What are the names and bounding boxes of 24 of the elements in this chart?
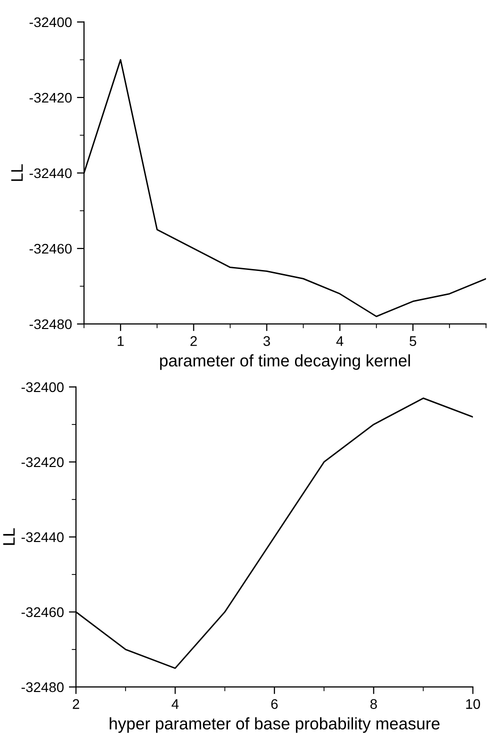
- y-axis-title: LL: [3, 528, 15, 545]
- x-tick-label: 8: [370, 699, 377, 709]
- x-tick-label: 1: [118, 336, 124, 346]
- x-axis-title: parameter of time decaying kernel: [160, 354, 410, 370]
- x-tick-label: 10: [466, 699, 480, 709]
- x-tick-label: 2: [190, 336, 197, 346]
- y-tick-label: -32460: [22, 607, 64, 618]
- x-tick-label: 4: [336, 336, 344, 346]
- x-tick-label: 4: [172, 699, 179, 709]
- x-tick-label: 6: [271, 699, 278, 709]
- y-tick-label: -32420: [30, 92, 72, 103]
- y-tick-label: -32480: [30, 319, 72, 330]
- x-tick-label: 5: [410, 336, 416, 346]
- y-tick-label: -32460: [30, 244, 72, 254]
- x-tick-label: 3: [263, 336, 270, 346]
- y-axis-title: LL: [11, 164, 23, 181]
- y-tick-label: -32440: [22, 532, 64, 542]
- y-tick-label: -32400: [22, 382, 64, 392]
- y-tick-label: -32440: [30, 168, 72, 178]
- y-tick-label: -32480: [22, 682, 64, 692]
- y-tick-label: -32420: [22, 457, 64, 468]
- y-tick-label: -32400: [30, 17, 72, 28]
- x-axis-title: hyper parameter of base probability measure: [110, 717, 440, 733]
- x-tick-label: 2: [72, 699, 80, 709]
